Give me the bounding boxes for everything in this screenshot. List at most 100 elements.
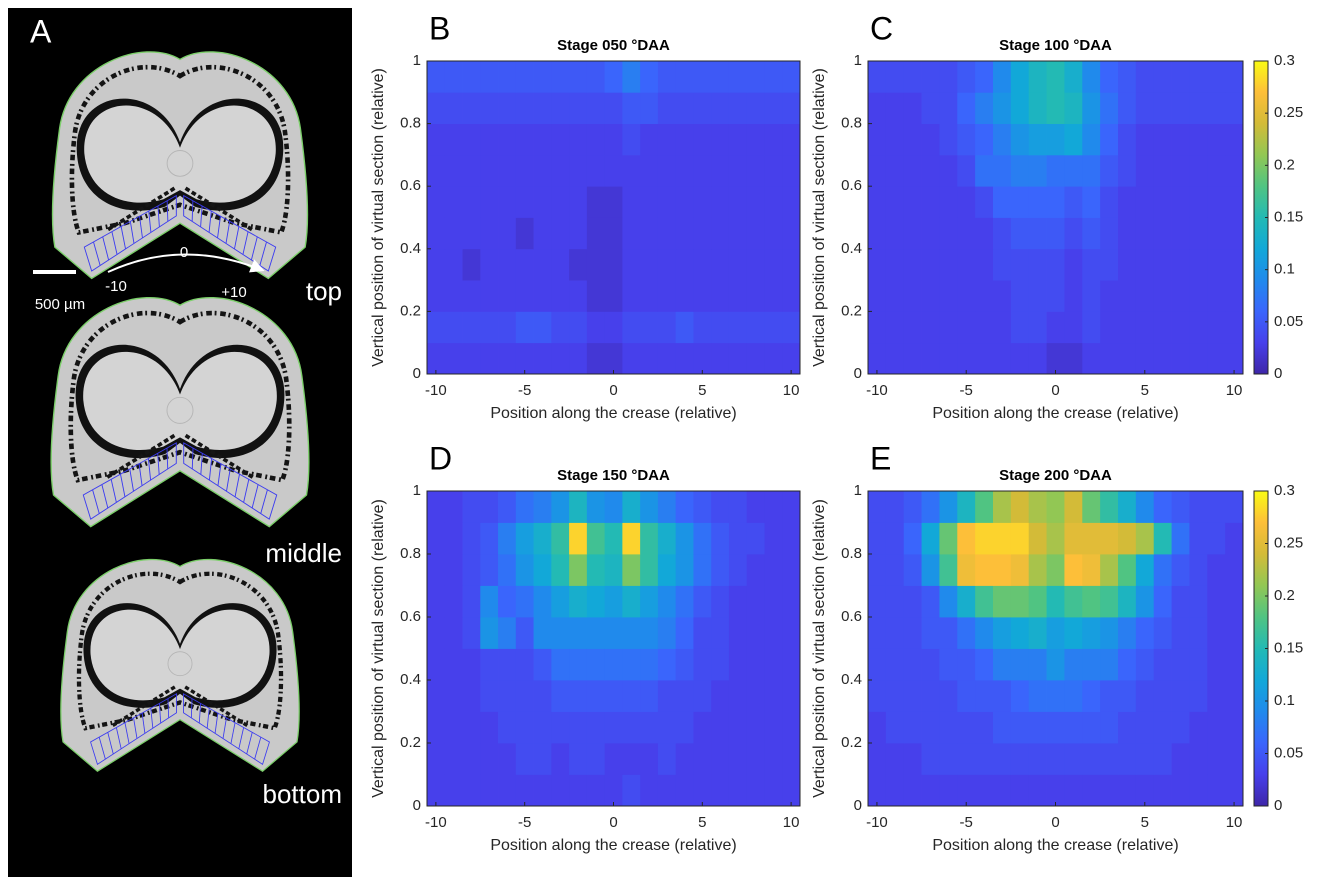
heatmap-cell: [729, 249, 747, 281]
heatmap-cell: [534, 712, 552, 744]
heatmap-cell: [729, 124, 747, 156]
heatmap-cell: [516, 680, 534, 712]
heatmap-cell: [939, 680, 957, 712]
heatmap-cell: [587, 743, 605, 775]
y-tick-label: 0: [413, 365, 421, 382]
heatmap-cell: [1082, 343, 1100, 375]
heatmap-cell: [534, 554, 552, 586]
heatmap-cell: [427, 124, 445, 156]
heatmap-cell: [587, 649, 605, 681]
heatmap-cell: [516, 343, 534, 375]
heatmap-cell: [782, 280, 800, 312]
heatmap-cell: [1189, 743, 1207, 775]
heatmap-cell: [939, 523, 957, 555]
heatmap-cell: [1225, 586, 1243, 618]
heatmap-cell: [1047, 491, 1065, 523]
heatmap-cell: [463, 186, 481, 218]
heatmap-cell: [1047, 186, 1065, 218]
heatmap-cell: [939, 280, 957, 312]
heatmap-cell: [939, 124, 957, 156]
heatmap-cell: [480, 249, 498, 281]
heatmap-cell: [445, 617, 463, 649]
x-tick-label: 5: [698, 382, 706, 399]
heatmap-cell: [605, 712, 623, 744]
heatmap-cell: [1100, 743, 1118, 775]
heatmap-cell: [1029, 491, 1047, 523]
heatmap-cell: [1154, 617, 1172, 649]
heatmap-cell: [782, 523, 800, 555]
heatmap-cell: [516, 280, 534, 312]
heatmap-cell: [782, 680, 800, 712]
heatmap-cell: [711, 343, 729, 375]
heatmap-cell: [498, 280, 516, 312]
heatmap-cell: [569, 311, 587, 343]
heatmap-cell: [764, 680, 782, 712]
heatmap-cell: [957, 617, 975, 649]
heatmap-cell: [764, 523, 782, 555]
heatmap-cell: [587, 311, 605, 343]
heatmap-cell: [427, 586, 445, 618]
heatmap-cell: [711, 311, 729, 343]
heatmap-cell: [1047, 249, 1065, 281]
heatmap-cell: [1172, 649, 1190, 681]
heatmap-cell: [1082, 649, 1100, 681]
heatmap-cell: [711, 186, 729, 218]
heatmap-cell: [1011, 554, 1029, 586]
heatmap-cell: [868, 61, 886, 93]
heatmap-cell: [1082, 617, 1100, 649]
heatmap-cell: [747, 712, 765, 744]
heatmap-cell: [551, 491, 569, 523]
heatmap-cell: [480, 743, 498, 775]
y-tick-label: 0.6: [841, 608, 862, 625]
chart-title: Stage 100 °DAA: [999, 37, 1112, 54]
heatmap-cell: [868, 586, 886, 618]
heatmap-cell: [551, 124, 569, 156]
heatmap-cell: [729, 680, 747, 712]
arrow-label: 0: [180, 244, 188, 261]
heatmap-cell: [1047, 280, 1065, 312]
heatmap-cell: [1172, 712, 1190, 744]
heatmap-cell: [886, 775, 904, 807]
heatmap-cell: [1172, 743, 1190, 775]
heatmap-cell: [1118, 249, 1136, 281]
heatmap-cell: [534, 586, 552, 618]
heatmap-cell: [711, 491, 729, 523]
heatmap-cell: [1207, 218, 1225, 250]
heatmap-cell: [658, 649, 676, 681]
heatmap-cell: [1082, 92, 1100, 124]
heatmap-cell: [587, 523, 605, 555]
heatmap-cell: [922, 124, 940, 156]
heatmap-cell: [1154, 523, 1172, 555]
heatmap-cell: [939, 218, 957, 250]
heatmap-cell: [676, 586, 694, 618]
heatmap-cell: [498, 186, 516, 218]
heatmap-cell: [480, 491, 498, 523]
heatmap-cell: [1136, 712, 1154, 744]
heatmap-cell: [622, 218, 640, 250]
heatmap-cell: [711, 92, 729, 124]
heatmap-cell: [1207, 586, 1225, 618]
heatmap-cell: [1136, 775, 1154, 807]
heatmap-cell: [676, 280, 694, 312]
heatmap-cell: [569, 743, 587, 775]
heatmap-cell: [693, 343, 711, 375]
heatmap-cell: [1136, 649, 1154, 681]
heatmap-cell: [711, 61, 729, 93]
heatmap-cell: [904, 280, 922, 312]
heatmap-cell: [957, 743, 975, 775]
heatmap-cell: [922, 343, 940, 375]
heatmap-cell: [904, 680, 922, 712]
heatmap-cell: [1011, 92, 1029, 124]
heatmap-cell: [622, 249, 640, 281]
heatmap-cell: [922, 311, 940, 343]
heatmap-cell: [640, 775, 658, 807]
heatmap-cell: [729, 617, 747, 649]
heatmap-cell: [993, 311, 1011, 343]
heatmap-cell: [463, 554, 481, 586]
heatmap-cell: [676, 61, 694, 93]
heatmap-cell: [445, 554, 463, 586]
heatmap-cell: [1189, 249, 1207, 281]
heatmap-cell: [587, 554, 605, 586]
heatmap-cell: [693, 92, 711, 124]
heatmap-cell: [587, 712, 605, 744]
